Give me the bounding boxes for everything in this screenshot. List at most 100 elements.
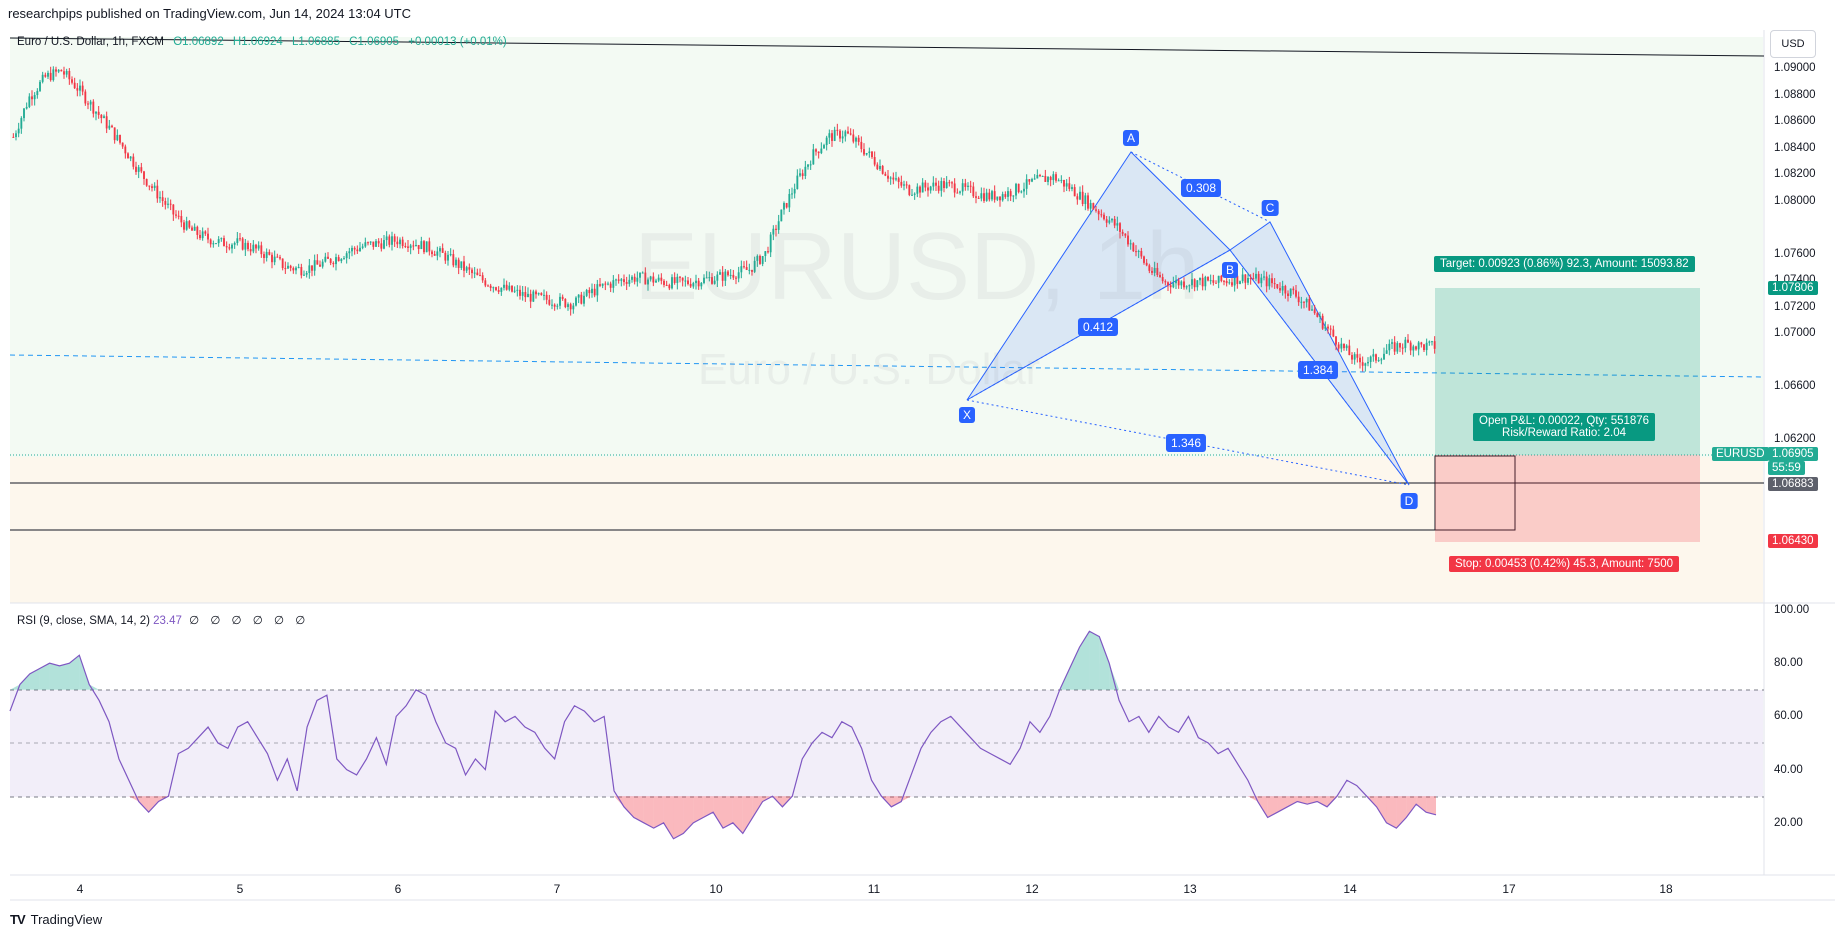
candle-body [921, 182, 924, 193]
candle-body [1140, 251, 1143, 257]
candle-body [535, 291, 537, 295]
candle-body [1001, 194, 1004, 201]
candle-body [1263, 276, 1265, 278]
candle-body [708, 277, 711, 279]
candle-body [87, 103, 89, 105]
candle-body [228, 247, 231, 249]
candle-body [1332, 329, 1335, 337]
candle-body [76, 88, 79, 91]
candle-body [516, 289, 519, 291]
candle-body [1377, 359, 1380, 361]
candle-body [591, 288, 593, 294]
candle-body [247, 242, 249, 250]
candle-body [343, 258, 345, 260]
candle-body [127, 153, 129, 159]
candle-body [871, 151, 873, 158]
rsi-extras: ∅ ∅ ∅ ∅ ∅ ∅ [189, 615, 310, 627]
candle-body [588, 290, 591, 294]
candle-body [1060, 179, 1063, 181]
candle-body [988, 192, 991, 200]
candle-body [1319, 315, 1321, 317]
candle-body [673, 277, 676, 283]
candle-body [556, 305, 559, 307]
candle-body [319, 264, 321, 267]
candle-body [20, 118, 23, 129]
candle-body [796, 175, 799, 189]
candle-body [1180, 281, 1183, 286]
rsi-oversold-fill [693, 796, 704, 823]
candle-body [1204, 276, 1207, 287]
candle-body [116, 134, 119, 141]
symbol-legend[interactable]: Euro / U.S. Dollar, 1h, FXCM O1.06892 H1… [17, 36, 507, 48]
candle-body [191, 227, 193, 231]
candle-body [943, 181, 945, 189]
candle-body [1295, 290, 1297, 297]
candle-body [815, 149, 817, 152]
candle-body [788, 193, 791, 208]
pnl-label[interactable]: Open P&L: 0.00022, Qty: 551876 Risk/Rewa… [1473, 413, 1656, 441]
candle-body [265, 251, 268, 258]
candle-body [527, 293, 529, 298]
candle-body [335, 257, 337, 265]
candle-body [607, 283, 609, 285]
candle-body [812, 149, 815, 165]
candle-body [1265, 276, 1268, 287]
candle-body [204, 231, 207, 234]
footer-brand-text: TradingView [30, 912, 103, 927]
candle-body [412, 245, 415, 247]
stop-label[interactable]: Stop: 0.00453 (0.42%) 45.3, Amount: 7500 [1449, 556, 1680, 572]
candle-body [1225, 281, 1228, 284]
candle-body [807, 164, 809, 167]
name-watermark: Euro / U.S. Dollar [698, 345, 1041, 394]
candle-body [417, 245, 420, 250]
candle-body [148, 185, 151, 187]
candle-body [1247, 278, 1249, 283]
candle-body [276, 256, 279, 258]
rsi-oversold-fill [901, 796, 912, 802]
candle-body [359, 247, 361, 252]
candle-body [1356, 354, 1359, 358]
rsi-line [9, 630, 1437, 840]
candle-body [167, 203, 169, 205]
candle-body [484, 280, 487, 286]
candle-body [1209, 280, 1212, 282]
candle-body [1036, 175, 1039, 179]
candle-body [1076, 196, 1079, 200]
candle-body [263, 254, 265, 258]
candle-body [511, 285, 513, 292]
candle-body [559, 296, 561, 306]
candle-body [1132, 243, 1135, 252]
candle-body [911, 194, 913, 196]
candle-body [543, 294, 545, 296]
time-tick-label: 10 [709, 882, 723, 896]
rsi-label: RSI (9, close, SMA, 14, 2) [17, 615, 150, 627]
candle-body [969, 185, 972, 187]
candle-body [159, 197, 161, 199]
candle-body [601, 283, 604, 286]
candle-body [212, 243, 215, 245]
candle-body [716, 274, 719, 281]
candle-body [913, 193, 916, 195]
rsi-legend[interactable]: RSI (9, close, SMA, 14, 2) 23.47 ∅ ∅ ∅ ∅… [17, 613, 309, 627]
candle-body [932, 182, 935, 187]
candle-body [1012, 195, 1015, 197]
candle-body [361, 246, 364, 248]
candle-body [548, 299, 551, 305]
rsi-overbought-fill [69, 655, 80, 690]
candle-body [775, 228, 777, 230]
target-label[interactable]: Target: 0.00923 (0.86%) 92.3, Amount: 15… [1434, 256, 1695, 272]
currency-button[interactable]: USD [1770, 30, 1816, 58]
footer-brand[interactable]: TV TradingView [10, 912, 102, 927]
candle-body [225, 246, 228, 248]
candle-body [388, 236, 391, 245]
candle-body [305, 272, 308, 275]
candle-body [876, 164, 879, 170]
pattern-point-d: D [1400, 493, 1418, 509]
candle-body [1327, 326, 1329, 329]
candle-body [1300, 301, 1303, 303]
candle-body [817, 151, 820, 154]
time-tick-label: 5 [236, 882, 244, 896]
candle-body [1167, 282, 1169, 286]
candle-body [604, 283, 607, 285]
